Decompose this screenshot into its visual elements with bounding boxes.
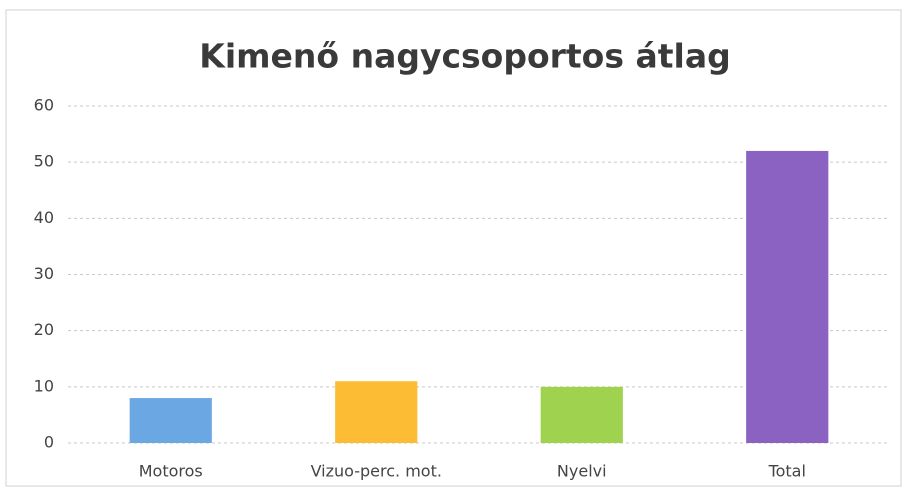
bar: [746, 150, 829, 443]
y-tick-label: 20: [34, 320, 54, 339]
y-tick-label: 10: [34, 376, 54, 395]
y-tick-label: 60: [34, 96, 54, 115]
x-tick-label: Vizuo-perc. mot.: [311, 462, 442, 481]
y-tick-label: 50: [34, 152, 54, 171]
bar: [129, 398, 212, 443]
y-tick-label: 0: [44, 433, 54, 452]
y-tick-label: 40: [34, 208, 54, 227]
x-tick-label: Nyelvi: [557, 462, 607, 481]
x-tick-label: Motoros: [139, 462, 203, 481]
x-tick-label: Total: [768, 462, 806, 481]
bar: [335, 381, 418, 443]
chart-title: Kimenő nagycsoportos átlag: [199, 37, 730, 76]
bar: [540, 386, 623, 443]
y-tick-label: 30: [34, 264, 54, 283]
